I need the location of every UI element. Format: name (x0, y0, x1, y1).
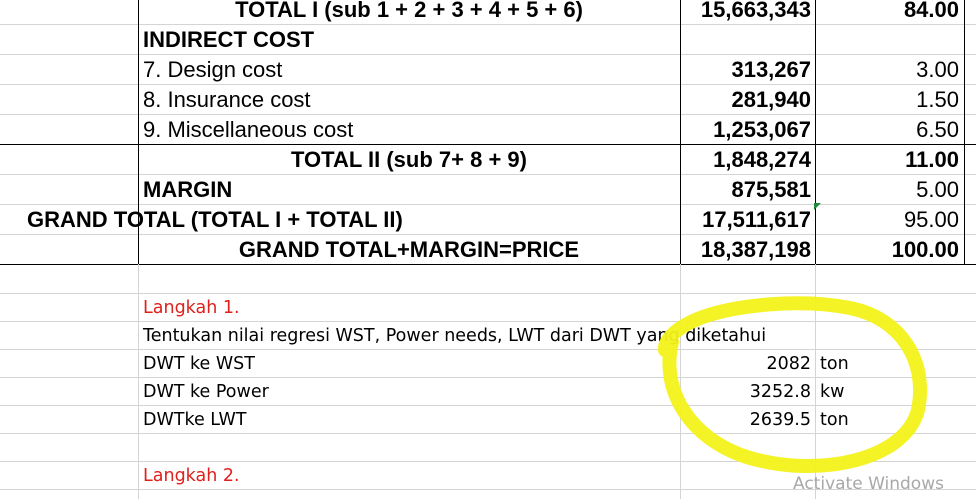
gridline (815, 264, 816, 499)
step1-title: Langkah 1. (143, 298, 240, 318)
insurance-cost-percent: 1.50 (916, 87, 959, 112)
insurance-cost-amount: 281,940 (731, 87, 811, 112)
regression-row-unit: ton (820, 410, 849, 430)
total2-label: TOTAL II (sub 7+ 8 + 9) (291, 147, 527, 172)
gridline (0, 321, 976, 322)
gridline (0, 204, 976, 205)
gridline (0, 54, 976, 55)
price-amount: 18,387,198 (700, 237, 811, 262)
total1-percent: 84.00 (903, 0, 959, 22)
table-border (815, 0, 816, 264)
gridline (0, 24, 976, 25)
design-cost-amount: 313,267 (731, 57, 811, 82)
cell-error-marker (814, 203, 821, 210)
grand-total-label: GRAND TOTAL (TOTAL I + TOTAL II) (27, 207, 403, 232)
gridline (0, 84, 976, 85)
regression-row-value: 2082 (766, 354, 811, 374)
grand-total-amount: 17,511,617 (702, 207, 811, 232)
gridline (0, 461, 976, 462)
total2-amount: 1,848,274 (713, 147, 811, 172)
regression-row-label: DWT ke WST (143, 354, 255, 374)
margin-percent: 5.00 (916, 177, 959, 202)
step1-description: Tentukan nilai regresi WST, Power needs,… (143, 326, 767, 346)
gridline (0, 349, 976, 350)
indirect-cost-header: INDIRECT COST (143, 27, 315, 52)
gridline (0, 489, 976, 490)
regression-row-unit: kw (820, 382, 845, 402)
total2-percent: 11.00 (905, 147, 959, 172)
activate-windows-watermark: Activate Windows (793, 474, 944, 494)
total1-amount: 15,663,343 (700, 0, 811, 22)
gridline (0, 234, 976, 235)
total1-label: TOTAL I (sub 1 + 2 + 3 + 4 + 5 + 6) (235, 0, 583, 22)
gridline (0, 114, 976, 115)
regression-row-value: 2639.5 (749, 410, 811, 430)
margin-label: MARGIN (143, 177, 233, 202)
gridline (0, 377, 976, 378)
gridline (680, 264, 681, 499)
misc-cost-label: 9. Miscellaneous cost (143, 117, 354, 142)
regression-row-unit: ton (820, 354, 849, 374)
insurance-cost-label: 8. Insurance cost (143, 87, 311, 112)
table-border (0, 144, 976, 145)
gridline (0, 293, 976, 294)
design-cost-percent: 3.00 (916, 57, 959, 82)
table-border (680, 0, 681, 264)
regression-row-label: DWTke LWT (143, 410, 247, 430)
gridline (0, 433, 976, 434)
regression-row-label: DWT ke Power (143, 382, 269, 402)
regression-row-value: 3252.8 (749, 382, 811, 402)
misc-cost-percent: 6.50 (916, 117, 959, 142)
gridline (138, 264, 139, 499)
price-label: GRAND TOTAL+MARGIN=PRICE (238, 237, 580, 262)
table-border (138, 0, 139, 264)
gridline (0, 174, 976, 175)
table-border (964, 0, 965, 264)
misc-cost-amount: 1,253,067 (713, 117, 811, 142)
grand-total-percent: 95.00 (903, 207, 959, 232)
price-percent: 100.00 (891, 237, 959, 262)
table-border (0, 264, 976, 265)
design-cost-label: 7. Design cost (143, 57, 283, 82)
gridline (0, 405, 976, 406)
step2-title: Langkah 2. (143, 466, 240, 486)
margin-amount: 875,581 (731, 177, 811, 202)
